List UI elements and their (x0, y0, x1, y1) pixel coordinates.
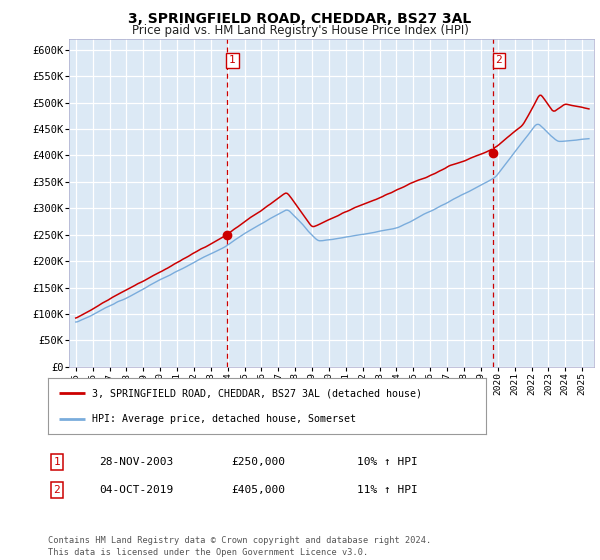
Text: £250,000: £250,000 (231, 457, 285, 467)
Text: 1: 1 (229, 55, 236, 66)
Text: 1: 1 (53, 457, 61, 467)
Text: 11% ↑ HPI: 11% ↑ HPI (357, 485, 418, 495)
Text: £405,000: £405,000 (231, 485, 285, 495)
Text: 2: 2 (496, 55, 502, 66)
Text: 2: 2 (53, 485, 61, 495)
Text: 3, SPRINGFIELD ROAD, CHEDDAR, BS27 3AL: 3, SPRINGFIELD ROAD, CHEDDAR, BS27 3AL (128, 12, 472, 26)
Text: Price paid vs. HM Land Registry's House Price Index (HPI): Price paid vs. HM Land Registry's House … (131, 24, 469, 36)
Text: 10% ↑ HPI: 10% ↑ HPI (357, 457, 418, 467)
Text: 04-OCT-2019: 04-OCT-2019 (99, 485, 173, 495)
Text: HPI: Average price, detached house, Somerset: HPI: Average price, detached house, Some… (92, 414, 356, 424)
Text: Contains HM Land Registry data © Crown copyright and database right 2024.
This d: Contains HM Land Registry data © Crown c… (48, 536, 431, 557)
Text: 3, SPRINGFIELD ROAD, CHEDDAR, BS27 3AL (detached house): 3, SPRINGFIELD ROAD, CHEDDAR, BS27 3AL (… (92, 388, 422, 398)
Text: 28-NOV-2003: 28-NOV-2003 (99, 457, 173, 467)
